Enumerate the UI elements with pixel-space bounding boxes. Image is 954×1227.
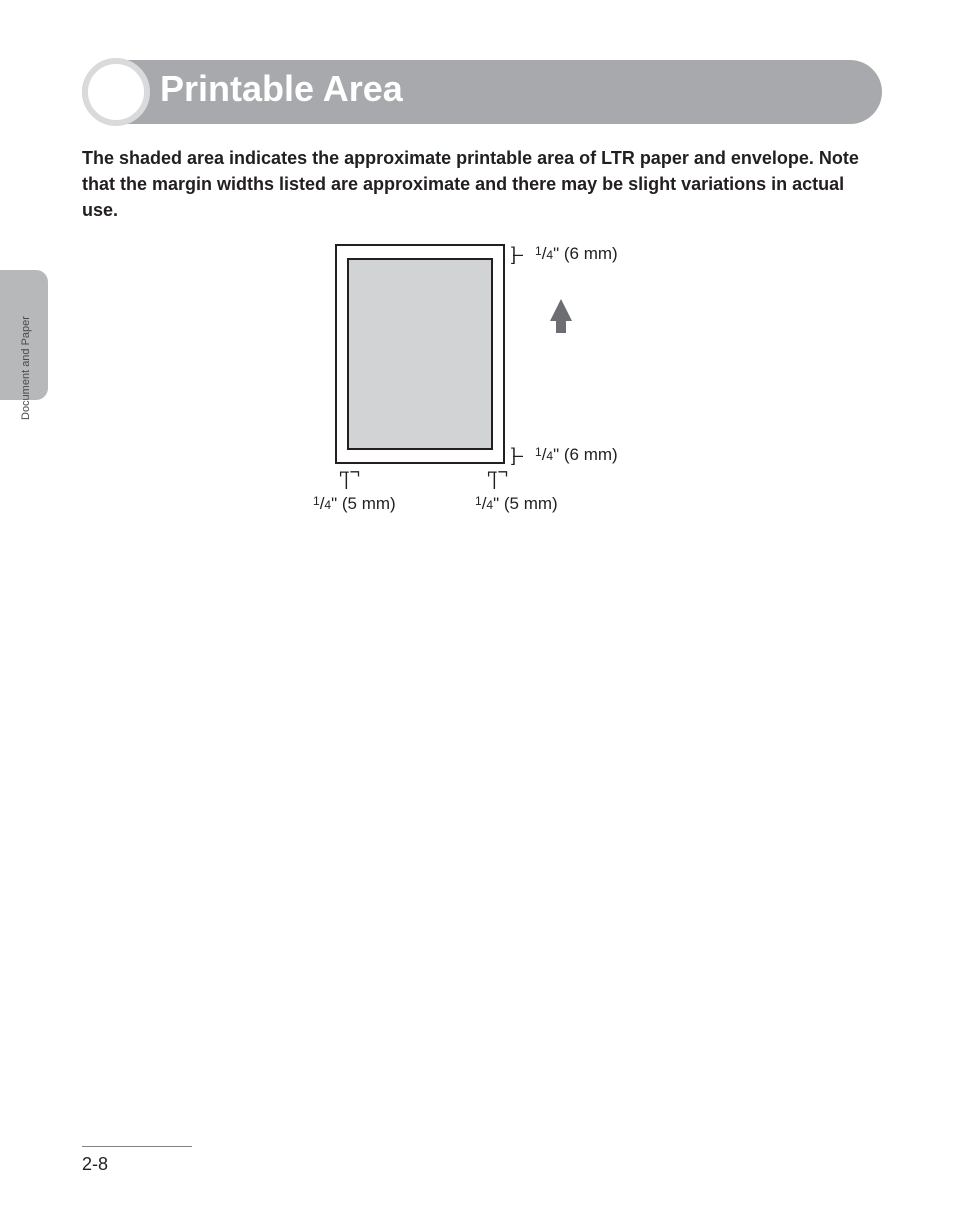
intro-text: The shaded area indicates the approximat… [82, 145, 882, 223]
dim-top-right: 1/4" (6 mm) [535, 244, 618, 264]
dim-mid-right: 1/4" (6 mm) [535, 445, 618, 465]
printable-area-diagram: ]– 1/4" (6 mm) ]– 1/4" (6 mm) ⌐¬ | ⌐¬ | … [335, 244, 655, 544]
side-label: Document and Paper [20, 316, 32, 420]
bracket-bottom-right: ⌐¬ | [487, 469, 508, 483]
printable-shaded-area [347, 258, 493, 450]
footer-rule [82, 1146, 192, 1147]
page-number: 2-8 [82, 1154, 108, 1175]
dim-bottom-left: 1/4" (5 mm) [313, 494, 396, 514]
bracket-top-right: ]– [511, 244, 520, 265]
bracket-bottom-left: ⌐¬ | [339, 469, 360, 483]
feed-direction-arrow [550, 299, 572, 321]
page-title: Printable Area [160, 68, 403, 110]
bracket-mid-right: ]– [511, 445, 520, 466]
dim-bottom-right: 1/4" (5 mm) [475, 494, 558, 514]
title-bullet [82, 58, 150, 126]
